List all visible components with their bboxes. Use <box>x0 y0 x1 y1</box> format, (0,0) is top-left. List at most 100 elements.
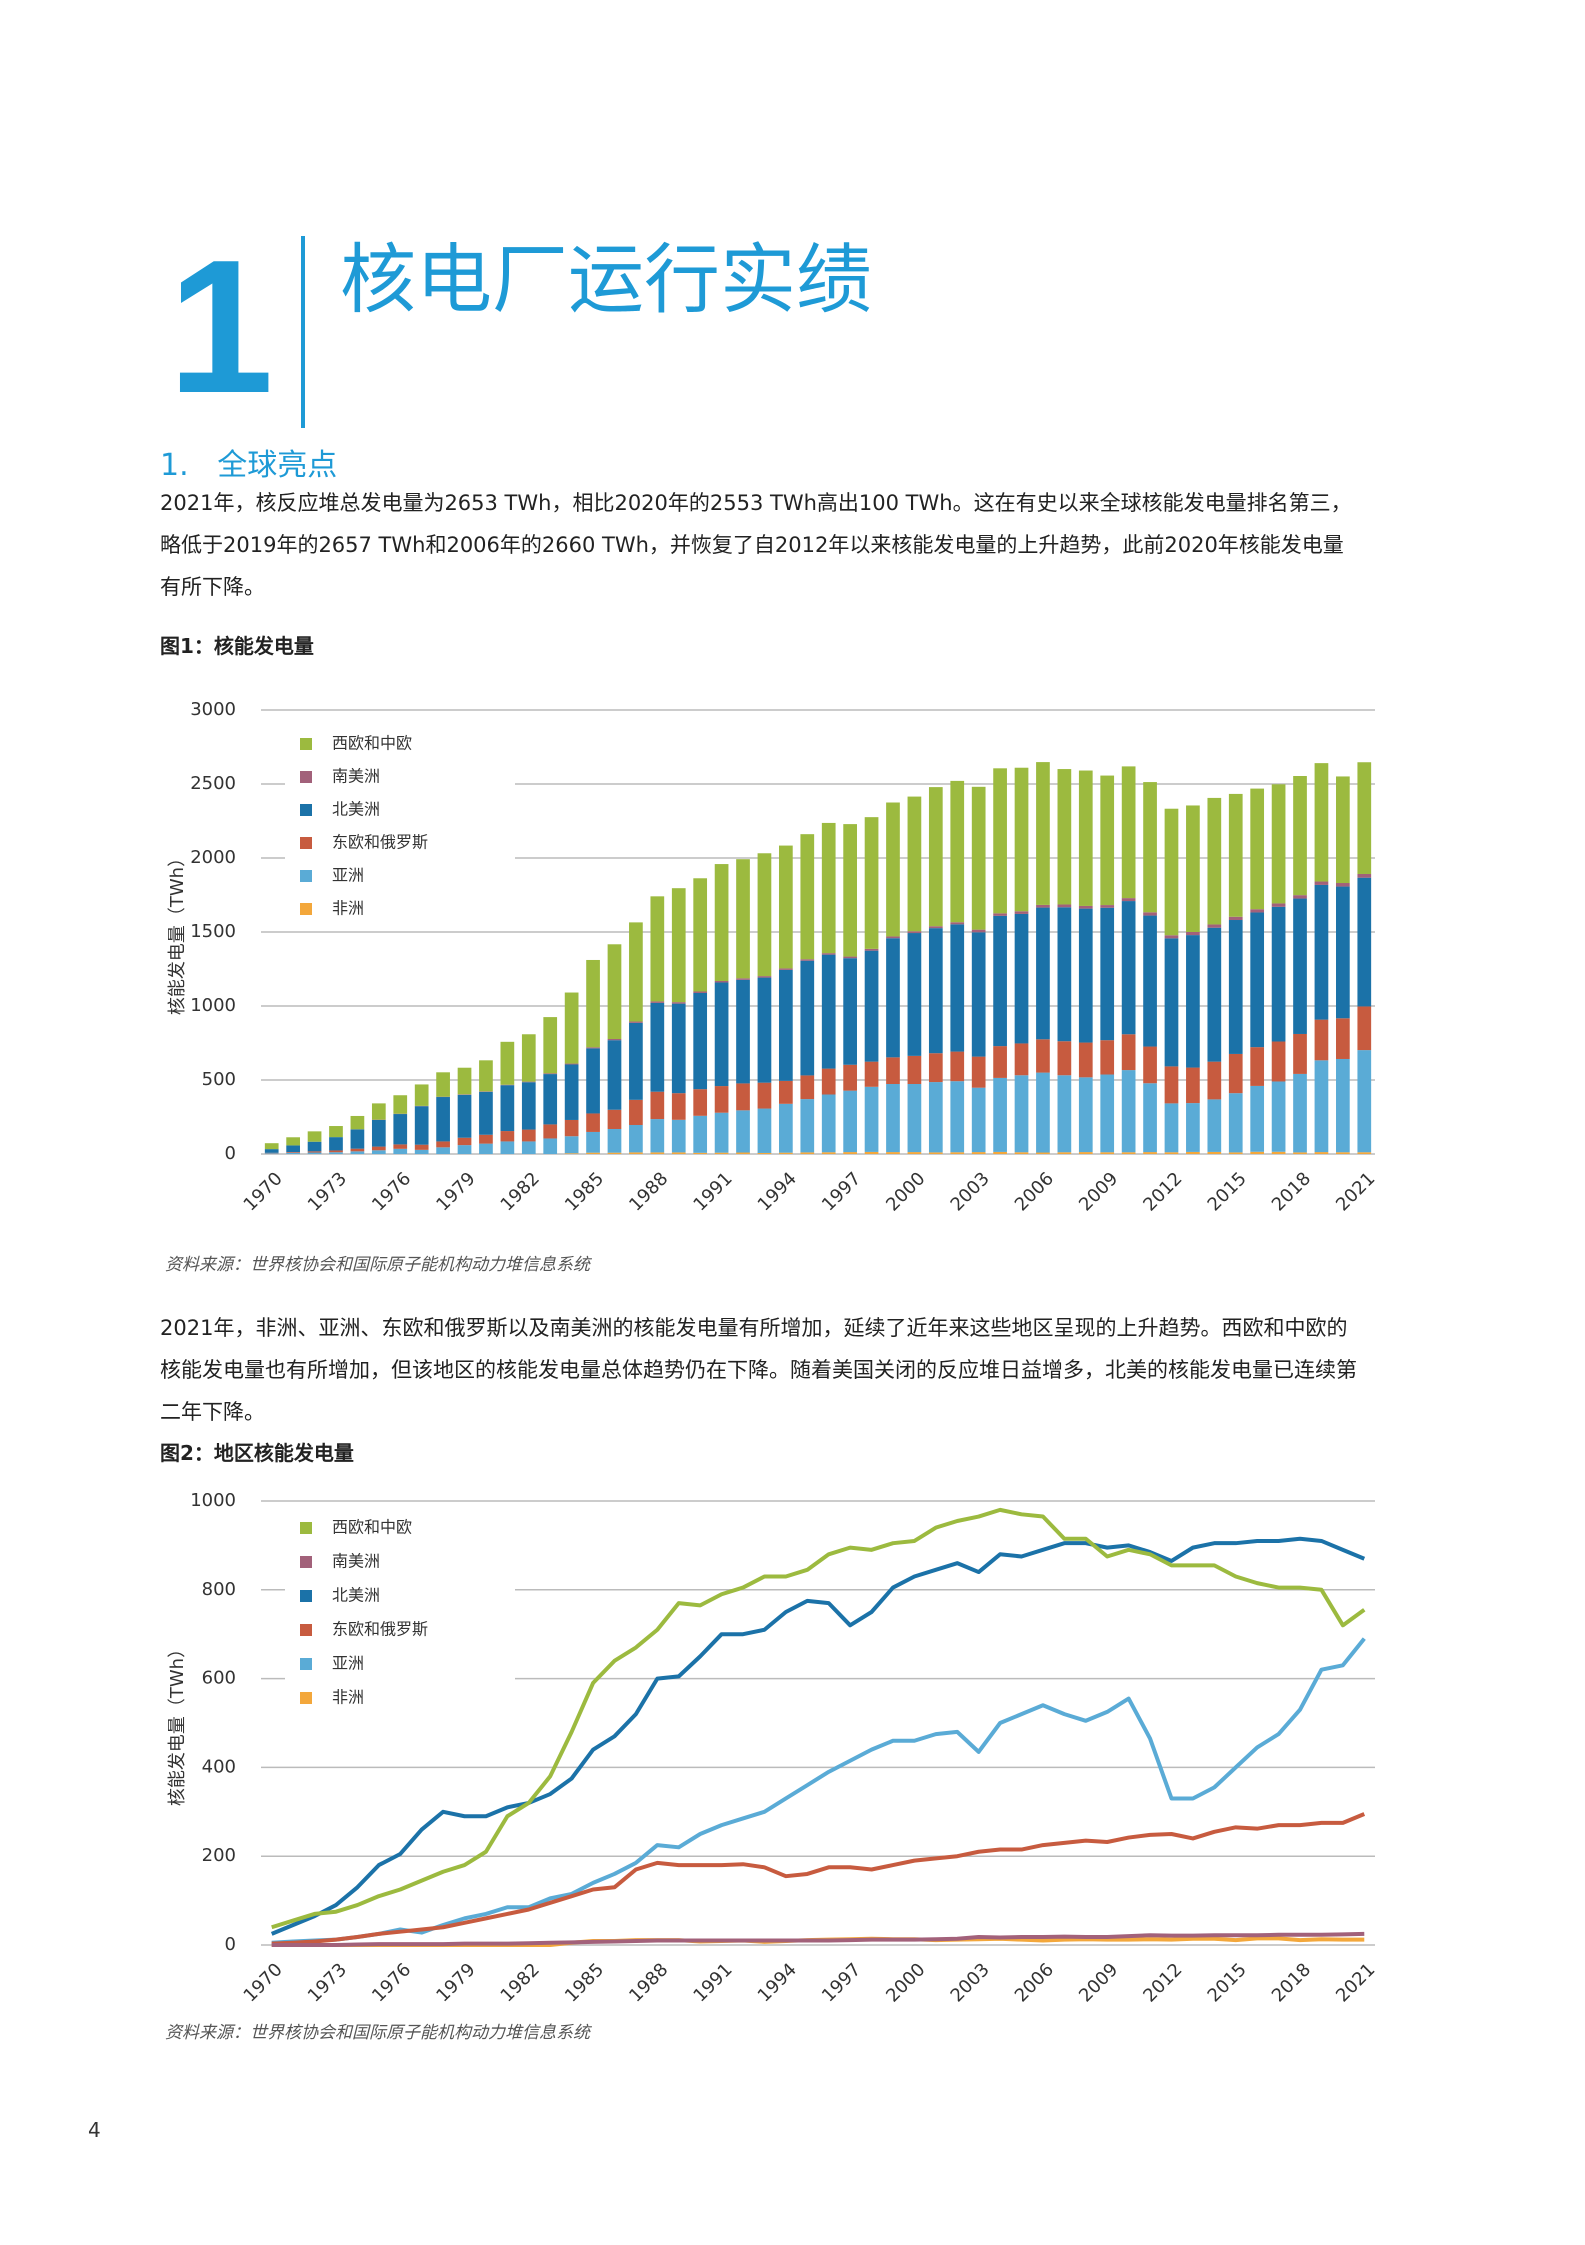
bar-segment <box>671 1003 686 1094</box>
bar-segment <box>928 928 943 1054</box>
bar-segment <box>1314 1019 1329 1061</box>
bar-segment <box>307 1131 322 1142</box>
chapter-number: 1 <box>168 221 274 433</box>
x-tick-label: 1979 <box>432 1168 479 1215</box>
bar-segment <box>1036 907 1050 1040</box>
bar-segment <box>543 1124 558 1139</box>
bar-segment <box>821 954 836 1069</box>
legend-label: 东欧和俄罗斯 <box>332 1620 428 1639</box>
bar-segment <box>714 864 729 981</box>
bar-segment <box>1057 769 1072 905</box>
y-tick-label: 2000 <box>190 847 236 868</box>
bar-segment <box>971 1152 986 1154</box>
bar-segment <box>1336 883 1350 887</box>
bar-segment <box>950 1152 965 1154</box>
bar-segment <box>950 780 965 923</box>
bar-segment <box>286 1152 300 1154</box>
bar-segment <box>1143 782 1157 913</box>
bar-segment <box>928 787 943 927</box>
bar-segment <box>1207 1061 1222 1100</box>
bar-segment <box>436 1097 450 1142</box>
bar-segment <box>843 1090 857 1153</box>
bar-segment <box>1100 907 1115 1041</box>
bar-segment <box>1271 1151 1286 1154</box>
bar-segment <box>650 1002 665 1092</box>
bar-segment <box>928 926 943 929</box>
bar-segment <box>1186 805 1200 932</box>
bar-segment <box>479 1091 493 1135</box>
bar-segment <box>564 1153 579 1154</box>
legend-label: 南美洲 <box>332 1552 380 1571</box>
bar-segment <box>864 948 879 951</box>
legend-swatch <box>300 837 312 849</box>
bar-segment <box>371 1150 386 1154</box>
bar-segment <box>757 1108 772 1153</box>
bar-segment <box>1014 913 1029 1044</box>
bar-segment <box>843 1152 857 1154</box>
bar-segment <box>264 1143 279 1150</box>
bar-segment <box>1314 763 1329 882</box>
bar-segment <box>329 1150 343 1153</box>
bar-segment <box>714 980 729 983</box>
bar-segment <box>521 1082 536 1130</box>
bar-segment <box>629 1021 643 1023</box>
bar-segment <box>864 1061 879 1087</box>
bar-segment <box>307 1141 322 1152</box>
bar-segment <box>1271 1081 1286 1152</box>
bar-segment <box>800 1075 815 1100</box>
bar-segment <box>607 1109 622 1129</box>
bar-segment <box>414 1149 429 1154</box>
bar-segment <box>1057 907 1072 1042</box>
bar-segment <box>736 1110 750 1153</box>
chart: 0 200 400 600 800 1000 核能发电量（TWh） 1970 1973 1976 1… <box>167 1490 1379 2006</box>
bar-segment <box>693 1089 708 1116</box>
bar-segment <box>800 960 815 1076</box>
bar-segment <box>1293 1073 1307 1153</box>
bar-segment <box>886 936 900 939</box>
legend-swatch <box>300 870 312 882</box>
x-tick-label: 1985 <box>561 1168 608 1215</box>
x-tick-label: 2021 <box>1332 1168 1379 1215</box>
bar-segment <box>1100 1074 1115 1153</box>
bar-segment <box>371 1119 386 1147</box>
bar-segment <box>350 1148 365 1152</box>
bar-segment <box>757 853 772 977</box>
bar-segment <box>629 1022 643 1100</box>
bar-segment <box>1121 766 1136 899</box>
x-tick-label: 2009 <box>1075 1168 1122 1215</box>
legend-label: 北美洲 <box>332 800 380 819</box>
bar-segment <box>821 1152 836 1154</box>
bar-segment <box>1014 911 1029 914</box>
bar-segment <box>971 1056 986 1088</box>
bar-segment <box>1121 1070 1136 1153</box>
bar-segment <box>1164 938 1179 1067</box>
y-tick-label: 500 <box>202 1069 236 1090</box>
bar-segment <box>1036 1072 1050 1153</box>
y-tick-label: 400 <box>202 1756 236 1777</box>
bar-segment <box>907 1055 922 1084</box>
bar-segment <box>1186 1103 1200 1152</box>
bar-segment <box>886 938 900 1058</box>
bar-segment <box>736 859 750 979</box>
bar-segment <box>543 1138 558 1154</box>
legend-swatch <box>300 1522 312 1534</box>
bar-segment <box>1271 784 1286 904</box>
bar-segment <box>971 1087 986 1153</box>
bar-segment <box>1057 1152 1072 1154</box>
divider <box>301 236 305 428</box>
legend-background <box>285 1508 515 1718</box>
bar-segment <box>1228 1093 1243 1153</box>
x-tick-label: 2018 <box>1268 1959 1315 2006</box>
bar-segment <box>521 1141 536 1154</box>
bar-segment <box>1250 1047 1265 1086</box>
y-tick-label: 3000 <box>190 699 236 720</box>
bar-segment <box>800 834 815 960</box>
bar-segment <box>1078 905 1093 909</box>
bar-segment <box>564 1064 579 1120</box>
bar-segment <box>1164 1103 1179 1153</box>
x-tick-label: 1973 <box>304 1168 351 1215</box>
x-tick-label: 1973 <box>304 1959 351 2006</box>
x-tick-label: 1976 <box>368 1168 415 1215</box>
bar-segment <box>500 1141 515 1154</box>
bar-segment <box>1164 1152 1179 1154</box>
